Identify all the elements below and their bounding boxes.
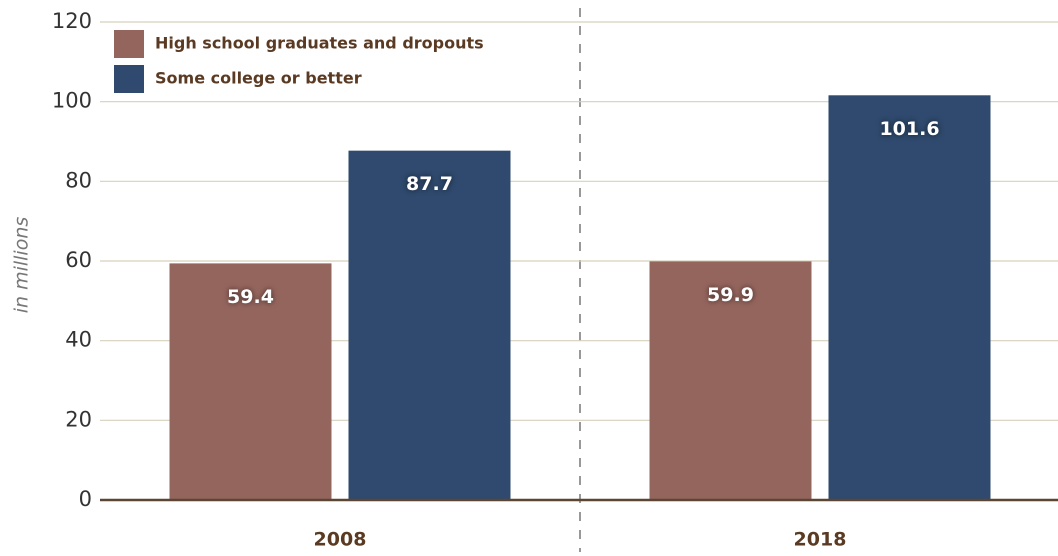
- bar: [828, 95, 991, 500]
- y-tick-label: 40: [65, 328, 92, 352]
- bar: [649, 261, 812, 500]
- legend-swatch: [114, 65, 144, 93]
- value-label: 87.7: [406, 173, 453, 195]
- y-tick-label: 120: [52, 9, 92, 33]
- x-tick-label: 2008: [314, 529, 367, 551]
- value-label: 59.4: [227, 286, 274, 308]
- y-axis-label: in millions: [11, 217, 33, 314]
- legend-label: Some college or better: [155, 69, 362, 88]
- y-tick-label: 100: [52, 89, 92, 113]
- value-label: 59.9: [707, 284, 754, 306]
- bar: [169, 263, 332, 500]
- x-tick-label: 2018: [794, 529, 847, 551]
- legend-label: High school graduates and dropouts: [155, 34, 484, 53]
- y-tick-label: 20: [65, 407, 92, 431]
- value-label: 101.6: [879, 118, 939, 140]
- legend-swatch: [114, 30, 144, 58]
- bar: [348, 150, 511, 500]
- y-tick-label: 60: [65, 248, 92, 272]
- y-tick-label: 80: [65, 168, 92, 192]
- y-tick-label: 0: [79, 487, 92, 511]
